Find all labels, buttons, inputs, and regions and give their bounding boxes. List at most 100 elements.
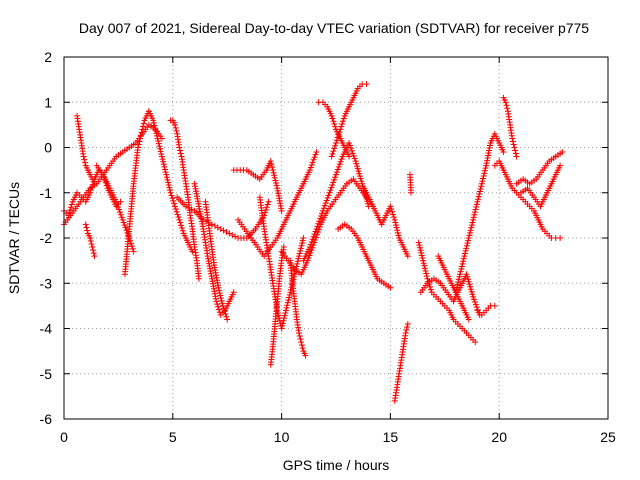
point-arc-g [155,140,162,147]
plot-area-border [63,56,609,420]
point-arc-d [90,247,97,254]
point-arc-g [150,119,157,126]
point-arc-d [91,253,98,260]
point-arc-g [152,127,159,134]
point-arc-ab [480,172,487,179]
point-arc-n [294,258,301,265]
point-arc-ab [462,250,469,257]
point-arc-v [393,224,400,231]
point-arc-k [221,308,228,315]
point-arc-g [178,222,185,229]
point-arc-y [427,283,434,290]
point-arc-h [195,275,202,282]
point-arc-e [120,219,127,226]
point-arc-p [307,249,314,256]
point-arc-r [337,158,344,165]
point-arc-k [218,297,225,304]
point-arc-g [173,208,180,215]
point-arc-ae [513,153,520,160]
point-arc-i [229,231,236,238]
point-arc-k [219,300,226,307]
y-tick-label: -3 [40,275,53,291]
point-arc-f [140,123,147,130]
point-arc-i [264,201,271,208]
point-arc-ab [470,214,477,221]
point-arc-ab [456,273,463,280]
point-arc-g [166,184,173,191]
point-arc-ae [511,144,518,151]
point-arc-z [471,296,478,303]
point-arc-g [175,214,182,221]
point-arc-g [155,138,162,145]
point-arc-af [559,149,566,156]
point-arc-k [216,289,223,296]
point-arc-z [465,278,472,285]
point-arc-i [265,198,272,205]
point-arc-ae [504,105,511,112]
point-arc-r [319,207,326,214]
point-arc-z [471,298,478,305]
point-arc-m [309,159,316,166]
point-arc-y [416,244,423,251]
point-arc-ab [466,232,473,239]
point-arc-g [161,163,168,170]
point-arc-h [177,147,184,154]
point-arc-i [262,206,269,213]
point-arc-c [81,156,88,163]
point-arc-k [217,295,224,302]
point-arc-z [464,273,471,280]
point-arc-r [355,168,362,175]
point-arc-ag [557,162,564,169]
point-arc-r [359,180,366,187]
data-points [61,81,566,404]
point-arc-t [339,118,346,125]
point-arc-y [421,265,428,272]
point-arc-ab [453,286,460,293]
point-arc-ab [461,253,468,260]
point-arc-k [224,316,231,323]
point-arc-t [340,115,347,122]
x-tick-label: 15 [383,429,399,445]
point-arc-y [423,270,430,277]
point-arc-e [123,227,130,234]
point-arc-ab [468,224,475,231]
point-arc-g [169,195,176,202]
point-arc-r [320,205,327,212]
point-arc-ab [481,167,488,174]
point-arc-g [150,117,157,124]
point-arc-ab [475,193,482,200]
point-arc-y [427,286,434,293]
point-arc-t [338,123,345,130]
point-arc-v [390,211,397,218]
point-arc-ab [480,175,487,182]
point-arc-ab [471,211,478,218]
point-arc-ab [465,237,472,244]
point-arc-r [347,145,354,152]
point-arc-d [89,244,96,251]
point-arc-d [82,221,89,228]
point-arc-q [298,342,305,349]
point-arc-k [222,311,229,318]
point-arc-n [282,309,289,316]
point-arc-m [308,161,315,168]
point-arc-j [230,289,237,296]
point-arc-e [116,209,123,216]
point-arc-y [420,257,427,264]
point-arc-g [159,156,166,163]
point-arc-l [269,167,276,174]
y-tick-label: -1 [40,185,53,201]
point-arc-l [269,164,276,171]
point-arc-v [394,229,401,236]
point-arc-ab [481,170,488,177]
point-arc-a [68,201,75,208]
point-arc-n [297,247,304,254]
point-arc-m [307,164,314,171]
point-arc-t [339,120,346,127]
point-arc-ab [463,245,470,252]
point-arc-f [136,138,143,145]
point-arc-a [67,206,74,213]
point-arc-v [388,206,395,213]
point-arc-ab [473,203,480,210]
point-arc-q [296,330,303,337]
